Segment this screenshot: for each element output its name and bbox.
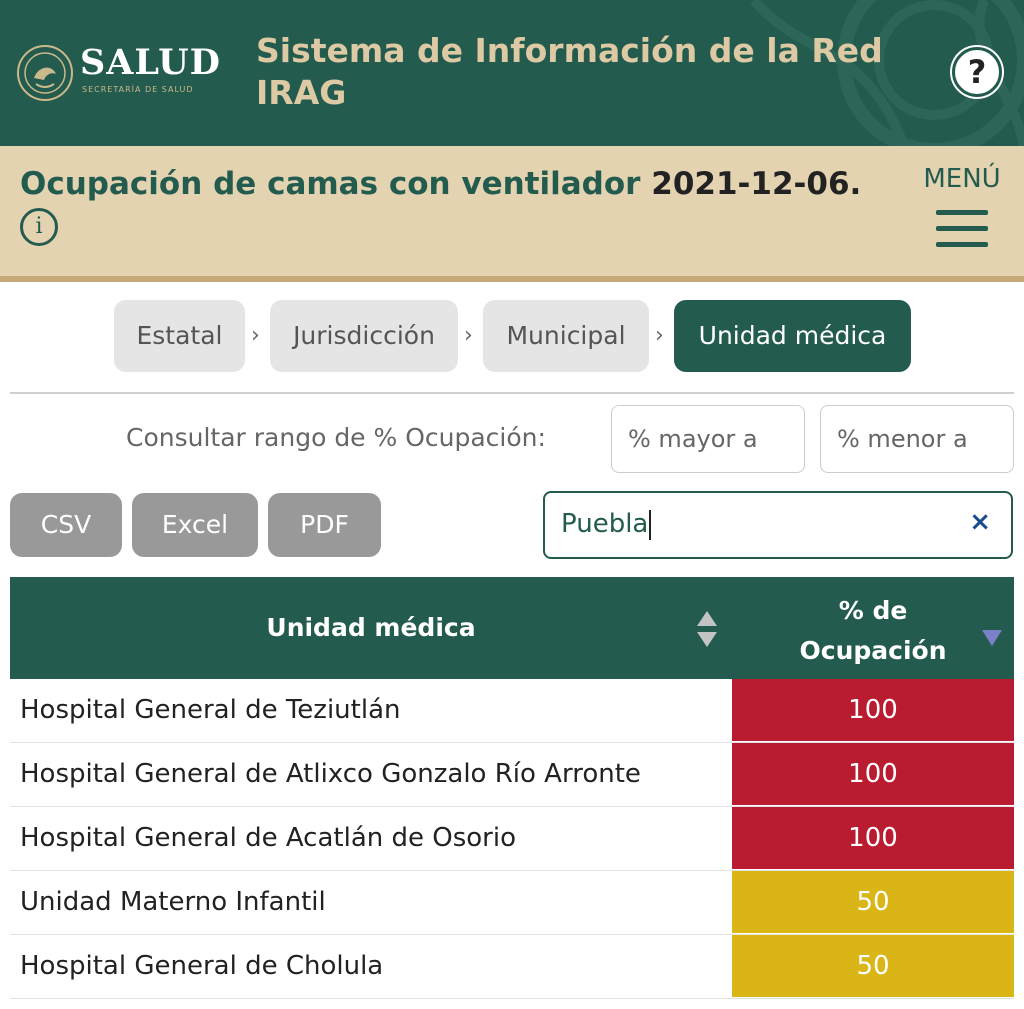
search-input[interactable]: Puebla × — [543, 491, 1013, 559]
top-header: SALUD SECRETARÍA DE SALUD Sistema de Inf… — [0, 0, 1024, 146]
table-row[interactable]: Hospital General de Acatlán de Osorio 10… — [10, 807, 1014, 871]
cell-ocupacion: 100 — [732, 743, 1014, 805]
breadcrumb-jurisdiccion[interactable]: Jurisdicción — [270, 300, 458, 372]
column-header-ocupacion-line1: % de — [838, 596, 908, 625]
cell-ocupacion: 100 — [732, 679, 1014, 741]
range-filter-label: Consultar rango de % Ocupación: — [126, 423, 546, 452]
national-seal-icon — [17, 45, 73, 101]
help-icon: ? — [967, 53, 987, 91]
column-header-unidad[interactable]: Unidad médica — [266, 613, 476, 642]
hamburger-icon — [936, 210, 988, 248]
csv-export-button[interactable]: CSV — [10, 493, 122, 557]
cell-unidad: Hospital General de Atlixco Gonzalo Río … — [20, 759, 641, 789]
cell-unidad: Hospital General de Cholula — [20, 951, 384, 981]
cell-ocupacion: 50 — [732, 871, 1014, 933]
cell-ocupacion: 100 — [732, 807, 1014, 869]
column-header-ocupacion[interactable]: % de Ocupación — [732, 591, 1014, 671]
brand-name: SALUD — [80, 42, 222, 83]
results-table: Unidad médica % de Ocupación Hospital Ge… — [10, 577, 1014, 999]
brand-subtitle: SECRETARÍA DE SALUD — [82, 85, 194, 94]
cell-unidad: Hospital General de Teziutlán — [20, 695, 401, 725]
cell-unidad: Unidad Materno Infantil — [20, 887, 326, 917]
divider — [10, 392, 1014, 394]
help-button[interactable]: ? — [952, 47, 1002, 97]
max-percent-input[interactable] — [820, 405, 1014, 473]
table-header: Unidad médica % de Ocupación — [10, 577, 1014, 679]
chevron-right-icon: › — [655, 323, 664, 348]
column-header-ocupacion-line2: Ocupación — [799, 636, 947, 665]
page-title-text: Ocupación de camas con ventilador — [20, 166, 641, 202]
breadcrumb-municipal[interactable]: Municipal — [483, 300, 649, 372]
cell-ocupacion: 50 — [732, 935, 1014, 997]
chevron-right-icon: › — [251, 323, 260, 348]
page-title: Ocupación de camas con ventilador 2021-1… — [20, 166, 861, 202]
clear-icon[interactable]: × — [969, 507, 991, 537]
search-input-value: Puebla — [561, 509, 652, 540]
page-date: 2021-12-06. — [651, 166, 862, 202]
sort-desc-icon[interactable] — [982, 630, 1002, 646]
excel-export-button[interactable]: Excel — [132, 493, 258, 557]
app-title: Sistema de Información de la Red IRAG — [256, 31, 883, 112]
sort-both-icon[interactable] — [696, 609, 718, 649]
page-header: Ocupación de camas con ventilador 2021-1… — [0, 146, 1024, 282]
menu-button[interactable]: MENÚ — [910, 164, 1014, 254]
breadcrumb: Estatal › Jurisdicción › Municipal › Uni… — [0, 300, 1024, 372]
info-icon[interactable]: i — [20, 208, 58, 246]
breadcrumb-unidad-medica[interactable]: Unidad médica — [674, 300, 911, 372]
chevron-right-icon: › — [464, 323, 473, 348]
breadcrumb-estatal[interactable]: Estatal — [114, 300, 245, 372]
text-caret — [649, 509, 652, 540]
cell-unidad: Hospital General de Acatlán de Osorio — [20, 823, 516, 853]
pdf-export-button[interactable]: PDF — [268, 493, 381, 557]
menu-label: MENÚ — [923, 164, 1001, 194]
min-percent-input[interactable] — [611, 405, 805, 473]
table-row[interactable]: Unidad Materno Infantil 50 — [10, 871, 1014, 935]
table-row[interactable]: Hospital General de Cholula 50 — [10, 935, 1014, 999]
table-row[interactable]: Hospital General de Atlixco Gonzalo Río … — [10, 743, 1014, 807]
salud-logo[interactable]: SALUD SECRETARÍA DE SALUD — [16, 42, 226, 102]
table-row[interactable]: Hospital General de Teziutlán 100 — [10, 679, 1014, 743]
